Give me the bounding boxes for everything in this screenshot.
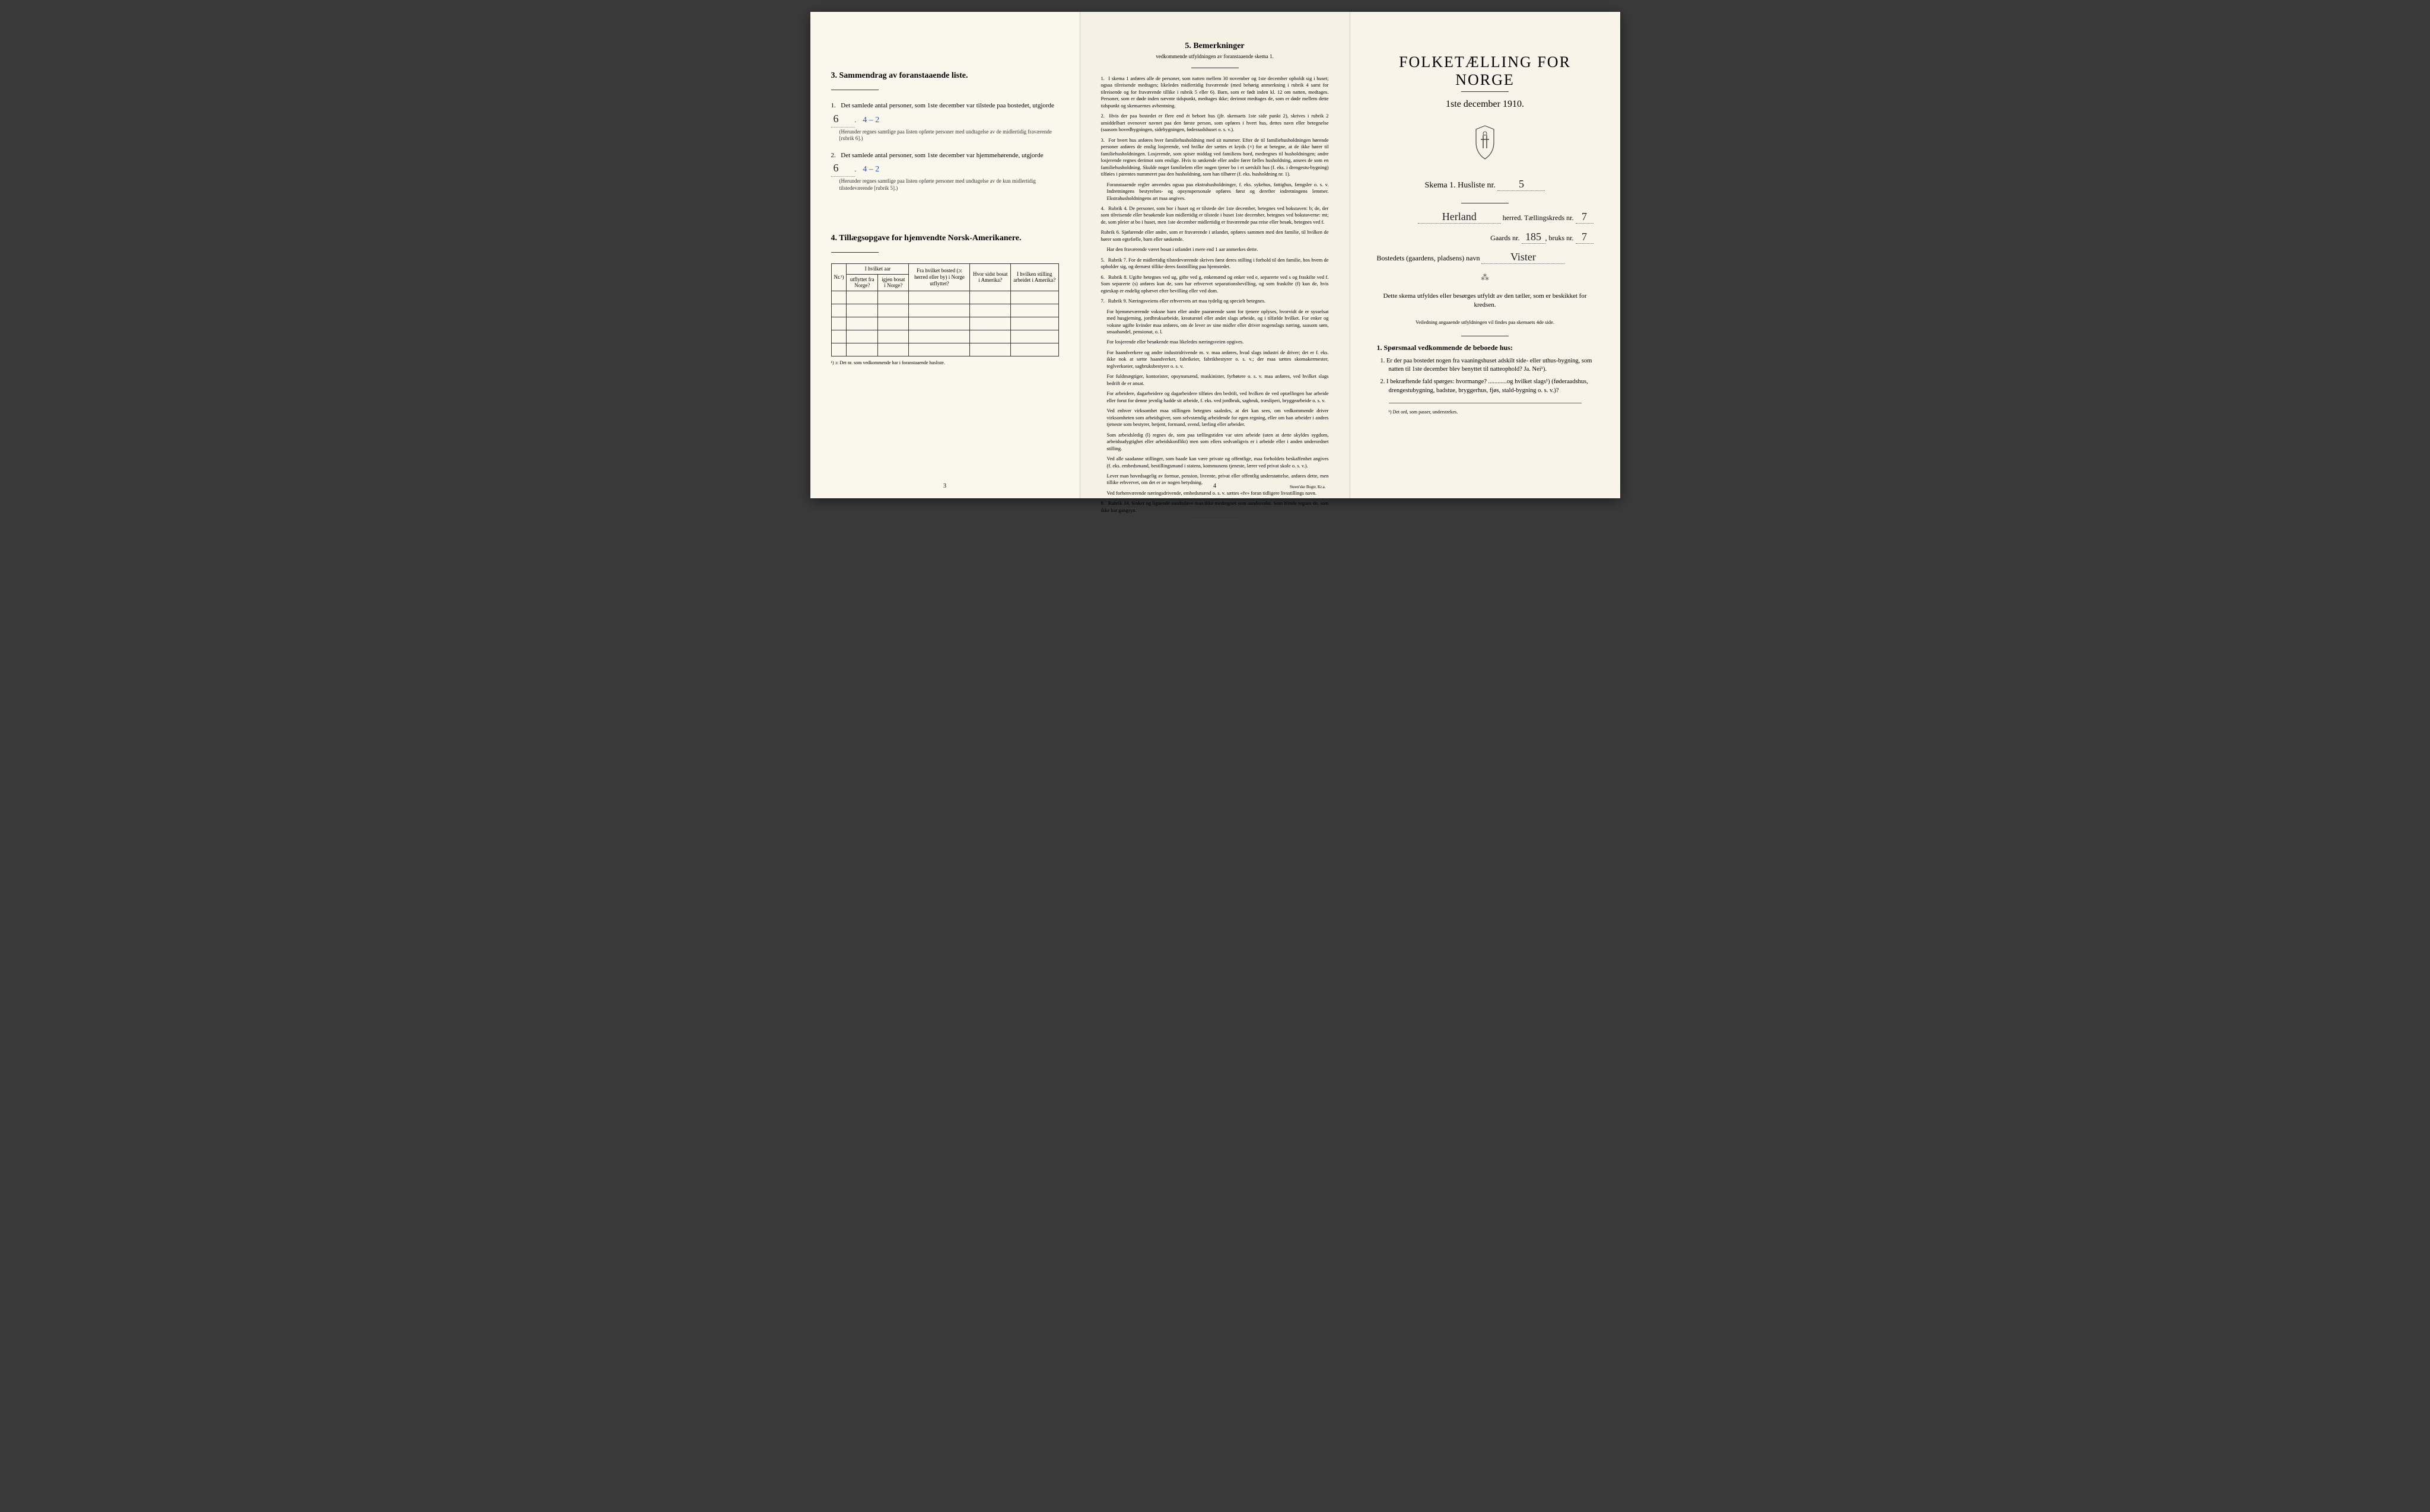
item-1-text: Det samlede antal personer, som 1ste dec… [841, 102, 1054, 109]
rubrik-7: 5. Rubrik 7. For de midlertidig tilstede… [1101, 257, 1329, 270]
herred-value: Herland [1418, 211, 1501, 224]
divider [1461, 91, 1509, 92]
printer-imprint: Steen'ske Bogtr. Kr.a. [1290, 485, 1326, 489]
husliste-nr: 5 [1497, 178, 1545, 191]
gaards-value: 185 [1522, 231, 1545, 244]
col-bosted: Fra hvilket bosted (ɔ: herred eller by) … [909, 263, 970, 291]
col-amerika: Hvor sidst bosat i Amerika? [970, 263, 1011, 291]
divider [1191, 517, 1239, 518]
section-4-heading: 4. Tillægsopgave for hjemvendte Norsk-Am… [831, 234, 1059, 243]
item-1-note: (Herunder regnes samtlige paa listen opf… [831, 129, 1059, 142]
census-title: FOLKETÆLLING FOR NORGE [1371, 53, 1599, 89]
table-row [831, 304, 1058, 317]
rubrik-8: 6. Rubrik 8. Ugifte betegnes ved ug, gif… [1101, 274, 1329, 294]
rubrik-3b: Foranstaaende regler anvendes ogsaa paa … [1101, 182, 1329, 202]
table-row [831, 330, 1058, 343]
rubrik-9e: For arbeidere, dagarbeidere og dagarbeid… [1101, 390, 1329, 404]
rubrik-6b: Har den fraværende været bosat i utlande… [1101, 246, 1329, 253]
ornament: ⁂ [1371, 273, 1599, 283]
bruks-value: 7 [1576, 231, 1594, 244]
summary-item-2: 2. Det samlede antal personer, som 1ste … [831, 151, 1059, 192]
rubrik-4: 4. Rubrik 4. De personer, som bor i huse… [1101, 205, 1329, 225]
summary-item-1: 1. Det samlede antal personer, som 1ste … [831, 101, 1059, 142]
rubrik-9f: Ved enhver virksomhet maa stillingen bet… [1101, 408, 1329, 428]
item-2-value: 6 [834, 162, 839, 174]
rubrik-1: 1. I skema 1 anføres alle de personer, s… [1101, 75, 1329, 109]
schema-line: Skema 1. Husliste nr. 5 [1371, 178, 1599, 191]
question-heading: 1. Spørsmaal vedkommende de beboede hus: [1377, 343, 1599, 352]
table-row [831, 291, 1058, 304]
section-3-heading: 3. Sammendrag av foranstaaende liste. [831, 71, 1059, 81]
col-aar: I hvilket aar [847, 263, 909, 274]
col-bosat: igjen bosat i Norge? [878, 274, 909, 291]
rubrik-6: Rubrik 6. Sjøfarende eller andre, som er… [1101, 229, 1329, 243]
amerika-table: Nr.¹) I hvilket aar Fra hvilket bosted (… [831, 263, 1059, 356]
divider [831, 252, 879, 253]
rubrik-9b: For losjerende eller besøkende maa likel… [1101, 339, 1329, 345]
kreds-value: 7 [1576, 211, 1594, 224]
rubrik-9j: Ved forhenværende næringsdrivende, embed… [1101, 490, 1329, 496]
col-stilling: I hvilken stilling arbeidet i Amerika? [1010, 263, 1058, 291]
footnote: ¹) Det ord, som passer, understrekes. [1389, 409, 1594, 415]
rubrik-9a: For hjemmeværende voksne barn eller andr… [1101, 308, 1329, 336]
bosted-row: Bostedets (gaardens, pladsens) navn Vist… [1371, 251, 1599, 264]
item-2-note: (Herunder regnes samtlige paa listen opf… [831, 178, 1059, 192]
rubrik-9h: Ved alle saadanne stillinger, som baade … [1101, 456, 1329, 469]
item-1-handwritten: 4 – 2 [863, 116, 879, 125]
instruction-small: Veiledning angaaende utfyldningen vil fi… [1371, 319, 1599, 325]
table-row [831, 317, 1058, 330]
page-number: 4 [1213, 483, 1216, 489]
herred-row: Herland herred. Tællingskreds nr. 7 [1371, 211, 1599, 224]
item-1-value: 6 [834, 113, 839, 125]
table-footnote: ¹) ɔ: Det nr. som vedkommende har i fora… [831, 360, 1059, 365]
rubrik-2: 2. Hvis der paa bostedet er flere end ét… [1101, 113, 1329, 133]
page-3: 3. Sammendrag av foranstaaende liste. 1.… [810, 12, 1080, 498]
item-2-handwritten: 4 – 2 [863, 165, 879, 174]
remarks-subtitle: vedkommende utfyldningen av foranstaaend… [1101, 53, 1329, 59]
gaards-row: Gaards nr. 185, bruks nr. 7 [1371, 231, 1599, 244]
rubrik-14: 8. Rubrik 14. Sinker og lignende aandssl… [1101, 500, 1329, 514]
rubrik-3: 3. For hvert hus anføres hver familiehus… [1101, 137, 1329, 178]
instruction-text: Dette skema utfyldes eller besørges utfy… [1383, 292, 1588, 310]
document-spread: 3. Sammendrag av foranstaaende liste. 1.… [810, 12, 1620, 498]
rubrik-9d: For fuldmægtiger, kontorister, opsynsmæn… [1101, 373, 1329, 387]
question-2: 2. I bekræftende fald spørges: hvormange… [1389, 378, 1594, 395]
rubrik-9: 7. Rubrik 9. Næringsveiens eller erhverv… [1101, 298, 1329, 304]
rubrik-9c: For haandverkere og andre industridriven… [1101, 349, 1329, 370]
page-title: FOLKETÆLLING FOR NORGE 1ste december 191… [1350, 12, 1620, 498]
bosted-value: Vister [1481, 251, 1564, 264]
census-date: 1ste december 1910. [1371, 99, 1599, 110]
item-2-text: Det samlede antal personer, som 1ste dec… [841, 152, 1043, 159]
question-1: 1. Er der paa bostedet nogen fra vaaning… [1389, 357, 1594, 374]
page-4: 5. Bemerkninger vedkommende utfyldningen… [1080, 12, 1350, 498]
col-nr: Nr.¹) [831, 263, 847, 291]
table-row [831, 343, 1058, 356]
col-utflyttet: utflyttet fra Norge? [847, 274, 878, 291]
page-number: 3 [943, 483, 946, 489]
rubrik-9g: Som arbeidsledig (l) regnes de, som paa … [1101, 432, 1329, 452]
coat-of-arms [1371, 125, 1599, 163]
remarks-title: 5. Bemerkninger [1101, 42, 1329, 51]
